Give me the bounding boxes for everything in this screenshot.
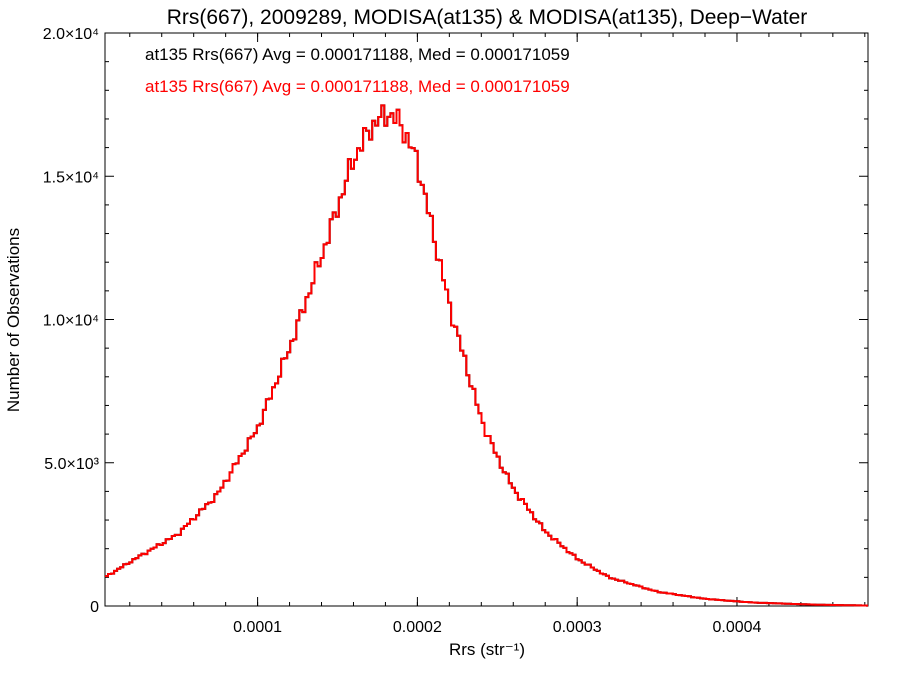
x-axis-label: Rrs (str⁻¹) xyxy=(449,640,525,659)
series-layer xyxy=(105,104,868,607)
x-tick-label: 0.0004 xyxy=(713,619,762,636)
y-tick-label: 2.0×10⁴ xyxy=(43,26,99,43)
y-tick-label: 5.0×10³ xyxy=(44,456,99,473)
legend-entry-red: at135 Rrs(667) Avg = 0.000171188, Med = … xyxy=(145,77,570,96)
y-axis-label: Number of Observations xyxy=(4,228,23,412)
chart-title: Rrs(667), 2009289, MODISA(at135) & MODIS… xyxy=(167,6,808,29)
y-tick-label: 0 xyxy=(90,599,99,616)
histogram-series-black xyxy=(105,104,868,607)
legend-entry-black: at135 Rrs(667) Avg = 0.000171188, Med = … xyxy=(145,45,570,64)
plot-frame xyxy=(104,32,869,607)
y-axis: 0 5.0×10³ 1.0×10⁴ 1.5×10⁴ 2.0×10⁴ xyxy=(43,26,868,616)
x-axis: 0.0001 0.0002 0.0003 0.0004 xyxy=(129,33,866,636)
x-tick-label: 0.0003 xyxy=(553,619,602,636)
y-tick-label: 1.5×10⁴ xyxy=(43,169,99,186)
histogram-series-red xyxy=(105,104,868,607)
x-tick-label: 0.0002 xyxy=(393,619,442,636)
y-tick-label: 1.0×10⁴ xyxy=(43,313,99,330)
x-tick-label: 0.0001 xyxy=(233,619,282,636)
